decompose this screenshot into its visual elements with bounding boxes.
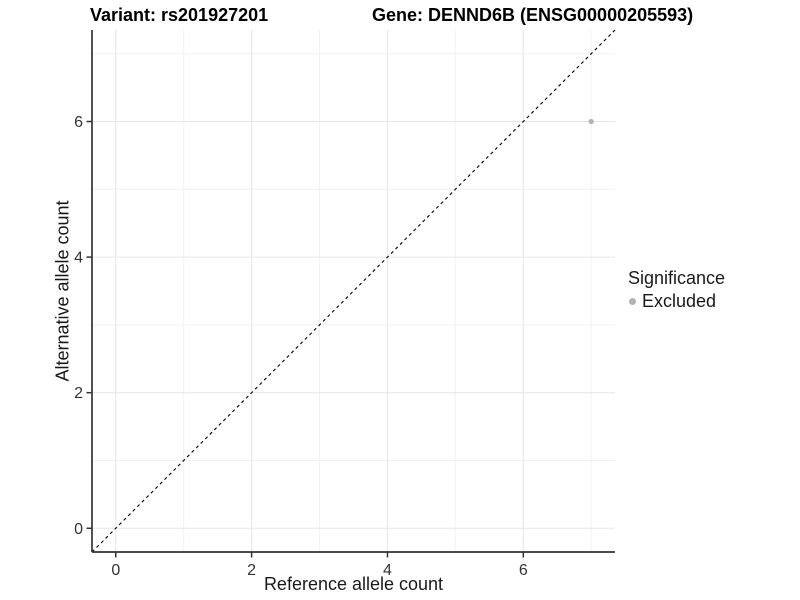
identity-line [91, 29, 616, 553]
tick-labels: 0 0 2 2 4 4 6 6 [74, 114, 528, 579]
excluded-point-icon [629, 298, 636, 305]
y-tick-label: 6 [74, 114, 83, 131]
x-tick-label: 0 [111, 562, 120, 579]
axis-ticks [86, 120, 525, 558]
legend-title: Significance [628, 268, 726, 288]
legend-item-excluded: Excluded [628, 291, 725, 312]
major-gridlines [92, 30, 615, 552]
legend: Significance Excluded [628, 267, 725, 312]
variant-title: Variant: rs201927201 [90, 5, 269, 25]
y-tick-label: 0 [74, 521, 83, 538]
y-tick-label: 4 [74, 250, 83, 267]
data-point [588, 118, 594, 125]
x-tick-label: 6 [519, 562, 528, 579]
minor-gridlines [92, 30, 615, 552]
y-axis-label: Alternative allele count [52, 200, 73, 382]
x-axis-label: Reference allele count [263, 574, 444, 594]
x-tick-label: 2 [247, 562, 256, 579]
legend-item-label: Excluded [642, 291, 717, 311]
x-tick-label: 4 [383, 562, 392, 579]
y-tick-label: 2 [74, 385, 83, 402]
gene-title: Gene: DENND6B (ENSG00000205593) [372, 5, 694, 25]
